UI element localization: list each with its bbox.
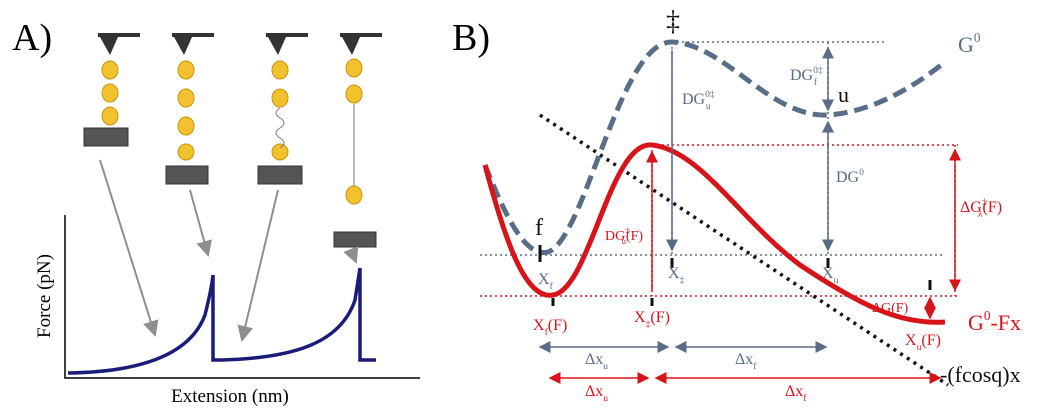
label-part: u — [603, 393, 608, 404]
x-f-f: Xf(F) — [533, 317, 567, 338]
label-part: ‡ — [680, 275, 685, 286]
label-part: Δx — [585, 383, 603, 400]
label-part: f — [803, 393, 807, 404]
g0-label: G0 — [958, 30, 981, 57]
label-part: Δx — [785, 383, 803, 400]
panel-label: B) — [452, 17, 490, 59]
x-axis-label: Extension (nm) — [171, 386, 289, 407]
tilt-line — [540, 115, 948, 385]
label-part: (F) — [921, 332, 941, 349]
label-part: 0‡ — [813, 65, 823, 76]
label-part: X — [905, 332, 917, 349]
proteins — [102, 59, 362, 204]
x-u-f: Xu(F) — [905, 332, 941, 353]
label-part: 0‡ — [705, 89, 715, 100]
label-part: X — [533, 317, 545, 334]
g0-fx: G0-Fx — [968, 308, 1021, 335]
tilt-label: -(fcosq)x — [940, 362, 1021, 387]
label-part: DG — [682, 91, 706, 108]
ticks — [540, 245, 930, 306]
label-part: X — [634, 309, 646, 326]
guides — [480, 42, 958, 296]
label-part: DG — [790, 67, 814, 84]
label-part: -Fx — [990, 310, 1021, 335]
label-part: G — [958, 32, 974, 57]
label-part: 0 — [974, 30, 981, 45]
dg0: DG0 — [836, 167, 864, 186]
y-axis-label: Force (pN) — [34, 254, 55, 338]
force-curve — [68, 268, 376, 373]
label-part: Δx — [585, 351, 603, 368]
label-part: 0 — [859, 167, 864, 178]
dg-u: DG0‡u — [682, 89, 715, 112]
dg-lambda: ΔG‡λ(F) — [960, 197, 1002, 220]
label-part: (F) — [626, 229, 643, 244]
dg-f-label: ΔG(F) — [872, 301, 909, 316]
label-part: (F) — [650, 309, 670, 326]
dx-u: Δxu — [585, 383, 608, 404]
label-part: (F) — [548, 317, 568, 334]
label-part: X — [822, 265, 834, 282]
label-part: f — [814, 77, 818, 88]
label-part: u — [834, 275, 839, 286]
label-part: (F) — [982, 199, 1002, 216]
g0-curve — [485, 42, 945, 253]
panel-a: A) Force (pN) Extension (nm) — [12, 17, 420, 407]
figure: A) Force (pN) Extension (nm) B) ‡ G0 DG0… — [0, 0, 1050, 408]
substrates — [84, 128, 376, 247]
dx-f: Δxf — [785, 383, 807, 404]
label-part: u — [603, 361, 608, 372]
label-part: f — [753, 361, 757, 372]
label-part: Δx — [735, 351, 753, 368]
x-ts: X‡ — [668, 265, 685, 286]
arrows — [100, 160, 356, 340]
unfolded-chain — [276, 108, 284, 148]
dx-f: Δxf — [735, 351, 757, 372]
u-label: u — [838, 82, 849, 107]
dx-u: Δxu — [585, 351, 608, 372]
ts-mark: ‡ — [666, 6, 680, 37]
panel-b: B) ‡ G0 DG0‡f DG0‡u u DG0 ΔG‡λ(F) f DG‡u… — [452, 6, 1021, 404]
dg-f: DG0‡f — [790, 65, 823, 88]
label-part: X — [538, 271, 550, 288]
panel-label: A) — [12, 17, 52, 59]
label-part: f — [550, 281, 554, 292]
label-part: G — [968, 310, 984, 335]
f-label: f — [535, 215, 543, 241]
dg-u-f: DG‡u(F) — [605, 227, 643, 247]
x-ts-f: X‡(F) — [634, 309, 670, 330]
label-part: DG — [836, 169, 860, 186]
label-part: u — [706, 101, 711, 112]
probes — [98, 33, 382, 55]
x-f: Xf — [538, 271, 554, 292]
label-part: X — [668, 265, 680, 282]
